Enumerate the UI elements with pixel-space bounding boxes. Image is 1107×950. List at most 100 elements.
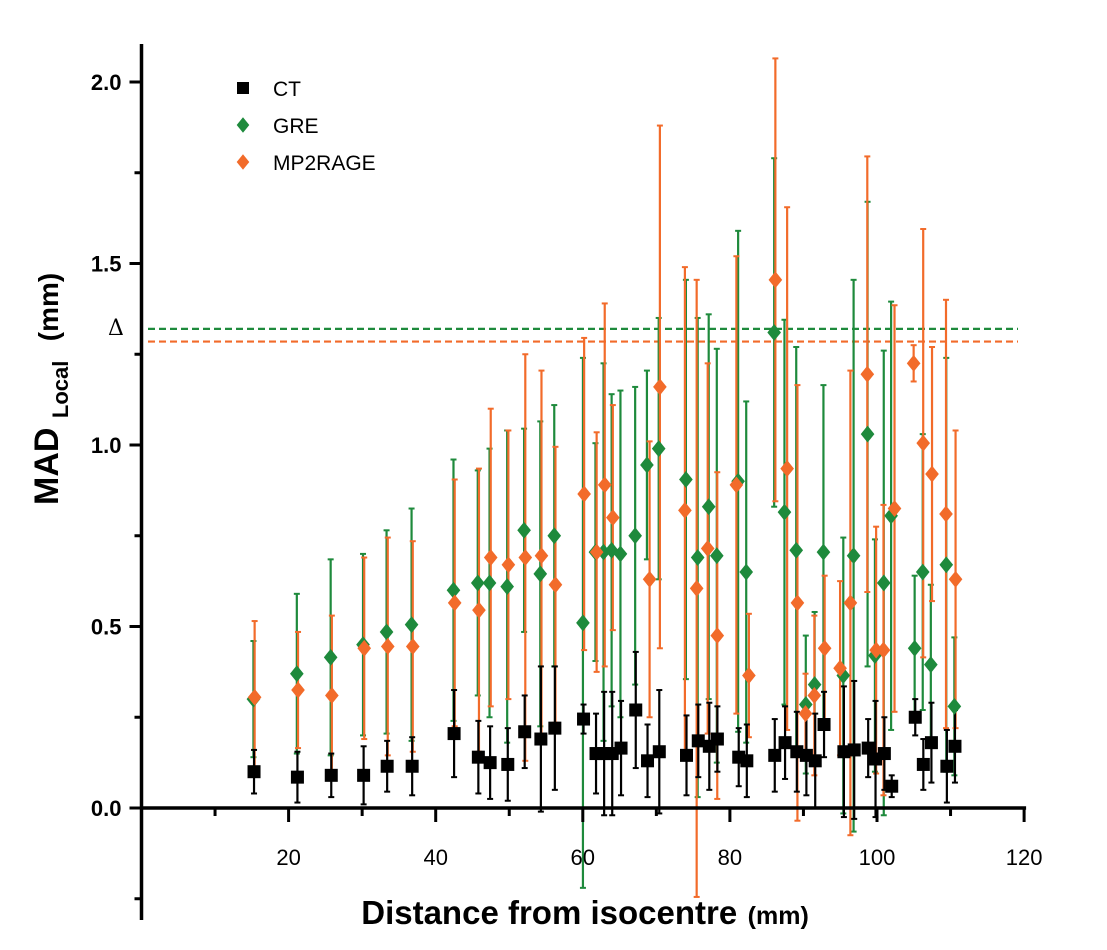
gre-point	[846, 547, 861, 565]
ct-point	[847, 743, 861, 757]
ct-point	[808, 754, 822, 768]
gre-point	[924, 656, 938, 674]
ct-point	[357, 768, 371, 782]
mp2rage-point	[860, 365, 875, 383]
ct-point	[324, 768, 338, 782]
x-tick-label: 80	[718, 845, 742, 870]
mp2rage-point	[653, 378, 667, 396]
mp2rage-point	[483, 549, 498, 566]
ct-point	[948, 739, 962, 753]
ct-point	[577, 712, 591, 726]
gre-point	[915, 563, 930, 581]
mp2rage-point	[768, 271, 783, 289]
mp2rage-point	[472, 601, 486, 619]
mp2rage-point	[925, 465, 939, 483]
gre-point	[907, 639, 922, 657]
gre-legend-label: GRE	[273, 115, 319, 138]
x-axis-title-main: Distance from isocentre	[361, 894, 737, 931]
gre-point	[576, 614, 590, 632]
mp2rage-point	[869, 641, 883, 659]
mp2rage-point	[939, 505, 953, 523]
ct-point	[740, 754, 754, 768]
gre-point	[767, 324, 781, 341]
y-tick-label: 1.5	[91, 252, 122, 277]
mp2rage-legend-swatch	[236, 154, 250, 170]
threshold-lines	[148, 327, 1018, 343]
gre-point	[379, 623, 394, 641]
mp2rage-point	[817, 639, 832, 657]
gre-point	[701, 498, 716, 516]
ct-point	[924, 736, 938, 750]
ct-point	[247, 765, 261, 779]
ct-point	[534, 732, 548, 746]
y-axis-title: MAD Local (mm)	[28, 273, 76, 505]
mp2rage-point	[916, 434, 931, 452]
gre-point	[860, 425, 875, 443]
y-tick-label: 1.0	[91, 433, 122, 458]
x-tick-label: 20	[276, 845, 300, 870]
ct-point	[877, 747, 891, 761]
gre-point	[807, 676, 822, 694]
mp2rage-point	[710, 627, 725, 645]
mp2rage-point	[807, 687, 822, 704]
mp2rage-point	[577, 485, 591, 503]
y-tick-label: 2.0	[91, 70, 122, 95]
x-tick-label: 60	[571, 845, 595, 870]
mp2rage-point	[906, 354, 921, 372]
gre-point	[651, 440, 666, 458]
ct-point	[614, 741, 628, 755]
gre-point	[628, 527, 642, 545]
ct-point	[483, 756, 497, 770]
ct-point	[908, 710, 922, 724]
x-tick-label: 40	[423, 845, 447, 870]
y-axis-title-unit: (mm)	[33, 273, 64, 341]
ct-point	[916, 757, 930, 771]
gre-point	[816, 543, 831, 561]
gre-point	[640, 456, 654, 474]
gre-point	[547, 527, 562, 545]
gre-point	[947, 697, 962, 715]
mp2rage-point	[597, 476, 612, 494]
gre-legend-swatch	[236, 117, 250, 133]
x-tick-label: 100	[859, 845, 896, 870]
gre-point	[709, 547, 724, 565]
gre-point	[798, 696, 813, 713]
ct-point	[290, 770, 304, 784]
mp2rage-point	[843, 594, 858, 612]
ct-point	[629, 703, 643, 717]
gre-point	[690, 549, 705, 566]
mp2rage-point	[325, 687, 339, 704]
ct-point	[837, 745, 851, 759]
ct-point	[885, 779, 899, 793]
mp2rage-point	[548, 576, 563, 594]
gre-point	[446, 581, 461, 599]
gre-point	[777, 503, 792, 521]
gre-point	[789, 541, 804, 559]
mp2rage-point	[887, 500, 902, 517]
mp2rage-point	[833, 659, 847, 677]
gre-point	[596, 543, 611, 561]
gre-point	[876, 574, 891, 592]
mp2rage-point	[405, 638, 420, 655]
mp2rage-point	[447, 594, 462, 612]
y-tick-label: 0.0	[91, 796, 122, 821]
mp2rage-point	[291, 681, 305, 699]
threshold-delta-label: Δ	[108, 316, 124, 341]
gre-point	[939, 556, 954, 574]
mp2rage-point	[501, 556, 516, 574]
mp2rage-point	[518, 549, 533, 566]
ct-point	[471, 750, 485, 764]
gre-point	[739, 563, 754, 581]
gre-point	[517, 521, 531, 539]
gre-point	[470, 574, 485, 592]
mp2rage-point	[948, 570, 963, 588]
ct-point	[940, 759, 954, 773]
mp2rage-point	[798, 705, 813, 723]
mp2rage-point	[780, 460, 794, 478]
mp2rage-point	[876, 641, 891, 659]
ct-point	[710, 732, 724, 746]
ct-point	[652, 745, 666, 759]
ct-point	[380, 759, 394, 773]
mp2rage-point	[380, 638, 395, 655]
ct-legend-swatch	[237, 82, 249, 94]
